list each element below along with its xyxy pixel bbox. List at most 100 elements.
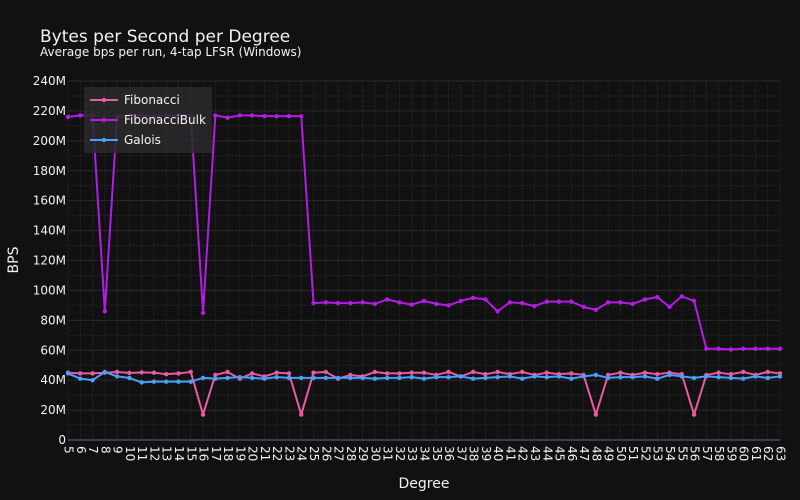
data-point-galois <box>753 374 758 379</box>
data-point-fibonacci <box>164 371 169 377</box>
data-point-galois <box>90 377 95 383</box>
data-point-galois <box>544 374 549 380</box>
x-tick-label: 37 <box>454 446 468 461</box>
x-tick-label: 31 <box>381 446 395 461</box>
x-tick-label: 6 <box>74 446 88 454</box>
x-tick-label: 46 <box>565 446 579 461</box>
data-point-fibonaccibulk <box>556 299 562 304</box>
data-point-fibonacci <box>384 371 390 376</box>
x-tick-label: 8 <box>98 446 112 454</box>
data-point-fibonaccibulk <box>520 300 525 306</box>
data-point-fibonacci <box>213 372 218 378</box>
data-point-galois <box>200 375 206 381</box>
x-tick-label: 42 <box>516 446 530 461</box>
data-point-fibonaccibulk <box>262 113 267 119</box>
data-point-fibonaccibulk <box>446 303 451 308</box>
x-tick-label: 9 <box>111 446 125 454</box>
data-point-fibonacci <box>421 370 427 375</box>
data-point-galois <box>335 375 341 381</box>
data-point-fibonaccibulk <box>655 294 660 300</box>
y-tick-label: 20M <box>40 403 66 417</box>
data-point-galois <box>323 375 328 381</box>
data-point-galois <box>495 374 500 380</box>
legend-marker <box>101 97 107 103</box>
data-point-galois <box>458 374 464 379</box>
x-tick-label: 58 <box>712 446 726 461</box>
data-point-fibonacci <box>299 412 304 417</box>
data-point-fibonacci <box>483 371 488 377</box>
data-point-galois <box>679 374 684 379</box>
legend-item-galois[interactable]: Galois <box>90 133 161 147</box>
x-tick-label: 22 <box>270 446 284 461</box>
data-point-galois <box>446 374 451 380</box>
y-tick-label: 140M <box>33 224 66 238</box>
x-tick-label: 28 <box>344 446 358 461</box>
data-point-fibonaccibulk <box>421 298 427 304</box>
data-point-fibonacci <box>618 370 623 375</box>
y-tick-label: 160M <box>33 194 66 208</box>
legend-label: FibonacciBulk <box>124 113 206 127</box>
data-point-fibonacci <box>544 370 549 375</box>
data-point-fibonaccibulk <box>409 302 414 307</box>
x-tick-label: 53 <box>651 446 665 461</box>
x-tick-label: 38 <box>467 446 481 461</box>
x-tick-label: 26 <box>319 446 333 461</box>
data-point-fibonacci <box>765 369 770 375</box>
data-point-fibonacci <box>593 412 599 417</box>
data-point-fibonacci <box>274 370 279 375</box>
x-tick-label: 20 <box>246 446 260 461</box>
x-tick-label: 19 <box>233 446 247 461</box>
x-tick-label: 45 <box>553 446 567 461</box>
data-point-fibonaccibulk <box>434 301 439 307</box>
y-tick-label: 200M <box>33 134 66 148</box>
data-point-galois <box>114 374 120 379</box>
chart-title: Bytes per Second per Degree <box>40 27 290 47</box>
y-tick-label: 40M <box>40 373 66 387</box>
data-point-fibonaccibulk <box>372 301 378 307</box>
data-point-galois <box>716 374 721 380</box>
x-tick-label: 5 <box>62 446 76 454</box>
data-point-fibonaccibulk <box>753 346 758 351</box>
data-point-fibonaccibulk <box>299 113 304 119</box>
data-point-fibonacci <box>114 369 120 375</box>
x-tick-label: 14 <box>172 446 186 461</box>
legend-label: Fibonacci <box>124 93 180 107</box>
x-tick-label: 50 <box>614 446 628 461</box>
legend-item-fibonacci[interactable]: Fibonacci <box>90 93 180 107</box>
data-point-galois <box>262 376 267 381</box>
x-tick-label: 25 <box>307 446 321 461</box>
y-axis-title: BPS <box>6 246 22 273</box>
x-tick-label: 35 <box>430 446 444 461</box>
data-point-fibonaccibulk <box>716 346 721 351</box>
x-tick-label: 60 <box>737 446 751 461</box>
data-point-galois <box>630 374 635 380</box>
x-tick-label: 47 <box>577 446 591 461</box>
x-tick-label: 51 <box>626 446 640 461</box>
data-point-fibonaccibulk <box>225 115 230 120</box>
data-point-fibonaccibulk <box>777 346 783 351</box>
legend-marker <box>101 117 107 123</box>
data-point-fibonacci <box>225 369 230 375</box>
data-point-galois <box>593 372 599 378</box>
legend-item-fibonaccibulk[interactable]: FibonacciBulk <box>90 113 206 127</box>
x-tick-label: 57 <box>700 446 714 461</box>
legend-label: Galois <box>124 133 161 147</box>
data-point-fibonaccibulk <box>384 297 390 302</box>
x-axis-title: Degree <box>399 476 450 492</box>
data-point-galois <box>213 376 218 381</box>
y-tick-label: 120M <box>33 254 66 268</box>
y-tick-label: 220M <box>33 104 66 118</box>
data-point-galois <box>704 374 709 379</box>
data-point-fibonacci <box>409 370 414 375</box>
data-point-fibonaccibulk <box>544 299 549 304</box>
data-point-fibonacci <box>176 371 181 376</box>
data-point-fibonaccibulk <box>323 300 328 305</box>
data-point-fibonaccibulk <box>569 299 574 304</box>
y-tick-label: 0 <box>58 433 66 447</box>
x-tick-label: 43 <box>528 446 542 461</box>
data-point-galois <box>139 380 144 385</box>
data-point-fibonaccibulk <box>618 300 623 305</box>
data-point-fibonaccibulk <box>483 297 488 302</box>
data-point-galois <box>569 376 574 381</box>
legend[interactable]: Fibonacci FibonacciBulk Galois <box>84 87 212 153</box>
